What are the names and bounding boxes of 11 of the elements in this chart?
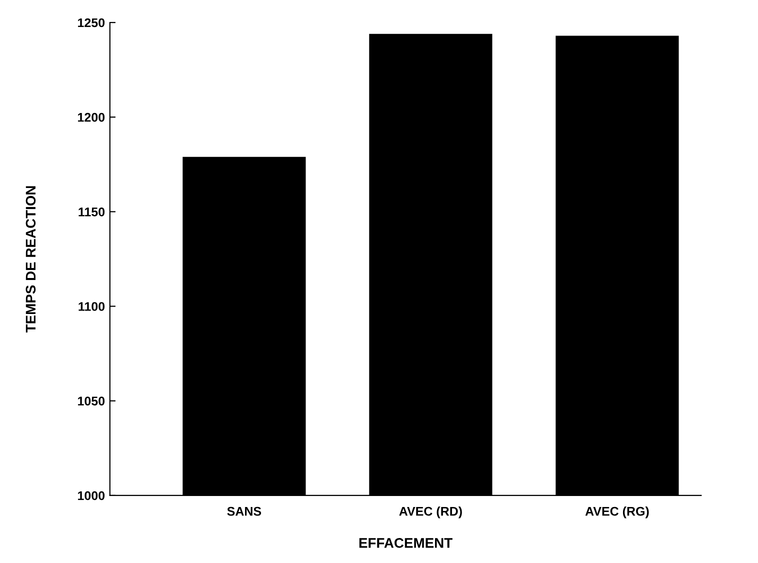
y-tick-label: 1050	[78, 396, 105, 406]
x-axis-title: EFFACEMENT	[359, 538, 452, 548]
x-tick-label: SANS	[227, 506, 262, 516]
x-tick-label: AVEC (RG)	[585, 506, 649, 518]
y-tick-label: 1250	[78, 18, 105, 28]
y-tick-label: 1000	[78, 491, 105, 500]
y-tick-label: 1100	[78, 302, 105, 311]
y-axis-title: TEMPS DE REACTION	[26, 186, 36, 333]
y-tick-label: 1150	[78, 207, 105, 216]
x-tick-label: AVEC (RD)	[399, 506, 462, 518]
y-tick-label: 1200	[78, 112, 105, 122]
